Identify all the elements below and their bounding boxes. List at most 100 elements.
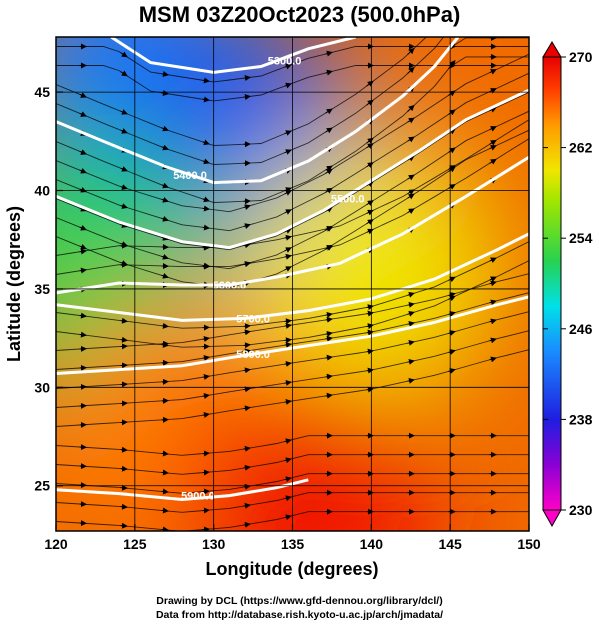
y-tick-label: 40 (34, 183, 50, 199)
wind-arrow (366, 162, 374, 168)
wind-arrow (366, 323, 374, 330)
wind-arrow (366, 228, 374, 235)
chart-title: MSM 03Z20Oct2023 (500.0hPa) (138, 2, 461, 27)
wind-arrow (366, 219, 374, 225)
credit-drawing: Drawing by DCL (https://www.gfd-dennou.o… (156, 595, 443, 607)
wind-arrow (243, 483, 251, 490)
contour-label-5: 5800.0 (236, 349, 270, 361)
wind-arrow (325, 225, 333, 232)
wind-arrow (202, 374, 210, 380)
wind-arrow (448, 109, 456, 116)
wind-arrow (366, 143, 374, 149)
wind-arrow (489, 88, 497, 94)
wind-arrow (366, 304, 374, 311)
wind-arrow (120, 317, 128, 324)
wind-arrow (489, 69, 497, 75)
wind-arrow (120, 260, 128, 266)
x-tick-label: 120 (44, 536, 68, 552)
wind-arrow (366, 329, 374, 336)
wind-arrow (202, 262, 210, 269)
wind-arrow (243, 329, 251, 336)
wind-arrow (243, 323, 251, 330)
wind-arrow (407, 301, 415, 308)
wind-arrow (284, 130, 292, 136)
wind-arrow (284, 379, 292, 386)
wind-arrow (161, 182, 169, 189)
wind-arrow (202, 224, 210, 231)
wind-arrow (243, 261, 251, 267)
wind-arrow (120, 166, 128, 172)
wind-arrow (161, 341, 169, 348)
x-tick-label: 140 (360, 536, 384, 552)
wind-arrow (202, 77, 210, 84)
wind-arrow (407, 193, 415, 200)
wind-arrow (161, 322, 169, 329)
grid-lines (56, 37, 529, 531)
wind-arrow (79, 149, 87, 155)
wind-arrow (79, 167, 87, 174)
x-tick-label: 130 (202, 536, 226, 552)
wind-arrow (489, 318, 497, 325)
height-contour-6 (56, 478, 309, 502)
wind-arrow (202, 158, 210, 165)
wind-arrow (366, 181, 374, 187)
contour-label-3: 5600.0 (213, 280, 247, 292)
wind-arrow (120, 128, 128, 134)
wind-arrow (284, 209, 292, 215)
wind-arrow (448, 166, 456, 173)
wind-arrow (120, 336, 128, 343)
wind-arrow (284, 318, 292, 325)
wind-arrow (489, 139, 497, 146)
height-contour-2 (56, 88, 529, 250)
wind-arrow (489, 145, 497, 151)
wind-arrow (366, 99, 374, 106)
wind-arrow (489, 158, 497, 165)
wind-arrow (489, 107, 497, 113)
wind-arrow (407, 339, 415, 346)
wind-arrow (448, 330, 456, 336)
wind-arrow (79, 267, 87, 274)
wind-arrow (243, 223, 251, 229)
wind-arrow (284, 341, 292, 348)
wind-arrow (489, 257, 497, 263)
wind-arrow (284, 253, 292, 260)
contour-label-6: 5900.0 (181, 491, 215, 503)
wind-arrow (366, 200, 374, 206)
wind-arrow (407, 47, 415, 55)
wind-arrow (284, 457, 292, 464)
wind-arrow (120, 70, 128, 77)
wind-arrow (243, 75, 251, 81)
wind-arrow (407, 66, 415, 74)
y-axis-title: Latitude (degrees) (4, 206, 24, 362)
wind-arrow (325, 392, 333, 399)
wind-arrow (489, 356, 497, 363)
wind-arrow (325, 354, 333, 361)
y-tick-label: 45 (34, 84, 50, 100)
wind-arrow (243, 94, 251, 100)
wind-arrow (325, 335, 333, 342)
wind-arrow (161, 272, 169, 279)
wind-arrow (284, 514, 292, 521)
colorbar-max-triangle (542, 41, 562, 58)
wind-arrow (366, 348, 374, 355)
wind-arrow (284, 247, 292, 253)
wind-arrow (366, 386, 374, 393)
wind-arrow (243, 502, 251, 509)
wind-arrow (120, 503, 128, 510)
wind-arrow (243, 405, 251, 412)
wind-arrow (161, 526, 169, 531)
wind-arrow (120, 241, 128, 247)
wind-arrow (161, 469, 169, 476)
wind-arrow (120, 446, 128, 453)
wind-arrow (489, 126, 497, 132)
wind-arrow (161, 507, 169, 514)
x-tick-label: 135 (281, 536, 305, 552)
y-tick-label: 25 (34, 478, 50, 494)
wind-arrow (161, 196, 169, 203)
wind-arrow (120, 203, 128, 209)
wind-arrow (325, 50, 333, 57)
wind-arrow (325, 165, 333, 172)
wind-arrow (448, 292, 456, 298)
x-axis: 120 125 130 135 140 145 150 (44, 524, 541, 552)
